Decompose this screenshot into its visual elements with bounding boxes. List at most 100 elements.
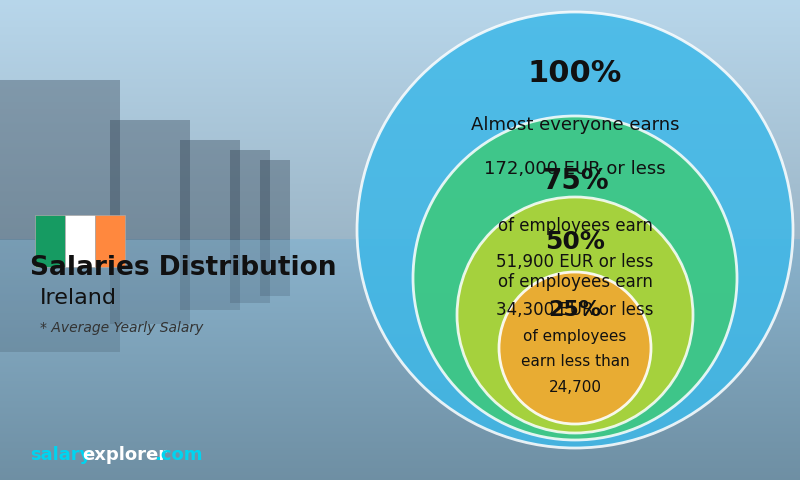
Bar [0, 125, 800, 126]
Bar [0, 241, 800, 242]
Bar [0, 435, 800, 436]
Bar [0, 271, 800, 272]
Bar [0, 29, 800, 30]
Bar [0, 402, 800, 403]
Text: of employees earn: of employees earn [498, 217, 653, 235]
Bar [0, 70, 800, 71]
Bar [0, 175, 800, 176]
Bar [0, 371, 800, 372]
Bar [0, 395, 800, 396]
Bar [0, 232, 800, 233]
Bar [0, 85, 800, 86]
Bar [0, 31, 800, 32]
Bar [0, 102, 800, 103]
Bar [0, 292, 800, 293]
Bar [0, 262, 800, 263]
Bar [0, 382, 800, 383]
Bar [0, 451, 800, 452]
Bar [0, 425, 800, 426]
Bar [0, 253, 800, 254]
Bar [0, 393, 800, 394]
Bar [0, 3, 800, 4]
Bar [0, 450, 800, 451]
Bar [0, 80, 120, 240]
Text: of employees: of employees [523, 329, 626, 344]
Bar [0, 100, 800, 101]
Bar [0, 445, 800, 446]
Bar [0, 127, 800, 128]
Bar [0, 86, 800, 87]
Text: earn less than: earn less than [521, 354, 630, 369]
Bar [0, 218, 800, 219]
Bar [0, 41, 800, 42]
Bar [0, 231, 800, 232]
Bar [0, 203, 800, 204]
Bar [0, 369, 800, 370]
Bar [0, 260, 800, 261]
Bar [0, 136, 800, 137]
Bar [0, 374, 800, 375]
Bar [0, 140, 800, 141]
Bar [0, 194, 800, 195]
Bar [0, 433, 800, 434]
Bar [180, 140, 240, 240]
Bar [0, 58, 800, 59]
Bar [0, 56, 800, 57]
Bar [0, 22, 800, 23]
Bar [0, 243, 800, 244]
Bar [0, 28, 800, 29]
Bar [0, 161, 800, 162]
Bar [0, 319, 800, 320]
Bar [0, 258, 800, 259]
Bar [0, 339, 800, 340]
Bar [0, 288, 800, 289]
Bar [0, 441, 800, 442]
Text: 172,000 EUR or less: 172,000 EUR or less [484, 160, 666, 178]
Bar [0, 392, 800, 393]
Bar [0, 60, 800, 61]
Bar [0, 191, 800, 192]
Bar [0, 387, 800, 388]
Bar [0, 75, 800, 76]
Bar [0, 121, 800, 122]
Bar [0, 423, 800, 424]
Text: 34,300 EUR or less: 34,300 EUR or less [496, 301, 654, 319]
Bar [0, 207, 800, 208]
Bar [0, 396, 800, 397]
Bar [0, 130, 800, 131]
Bar [0, 50, 800, 51]
Bar [0, 477, 800, 478]
Bar [0, 66, 800, 67]
Bar [0, 72, 800, 73]
Bar [0, 211, 800, 212]
Bar [0, 302, 800, 303]
Bar [0, 385, 800, 386]
Bar [0, 348, 800, 349]
Bar [0, 233, 800, 234]
Bar [0, 132, 800, 133]
Bar [0, 410, 800, 411]
Bar [0, 296, 800, 297]
Bar [0, 278, 800, 279]
Bar [0, 266, 800, 267]
Bar [0, 199, 800, 200]
Circle shape [357, 12, 793, 448]
Bar [0, 44, 800, 45]
Bar [0, 351, 800, 352]
Circle shape [499, 272, 651, 424]
Bar [0, 313, 800, 314]
Bar [0, 345, 800, 346]
Bar [0, 113, 800, 114]
Bar [65, 215, 95, 267]
Bar [0, 277, 800, 278]
Bar [0, 457, 800, 458]
Bar [0, 147, 800, 148]
Bar [0, 247, 800, 248]
Bar [0, 309, 800, 310]
Bar [0, 285, 800, 286]
Bar [0, 305, 800, 306]
Bar [0, 381, 800, 382]
Bar [0, 104, 800, 105]
Bar [0, 272, 800, 273]
Bar [0, 139, 800, 140]
